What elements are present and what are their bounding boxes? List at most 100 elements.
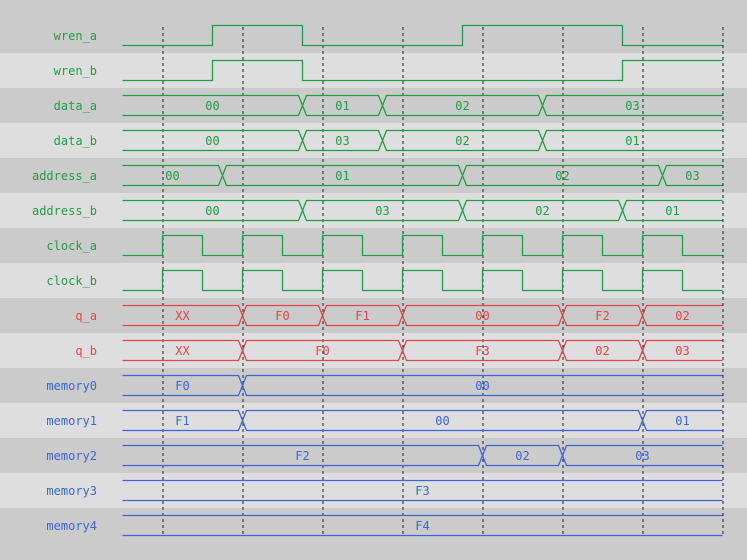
bus-segment xyxy=(221,164,464,187)
bus-segment xyxy=(301,94,384,117)
row-band xyxy=(0,228,747,263)
row-band xyxy=(0,368,747,403)
signal-memory4: memory4 F4 xyxy=(46,514,723,537)
signal-memory3: memory3 F3 xyxy=(46,479,723,502)
signal-label: q_a xyxy=(75,309,97,323)
signal-label: clock_b xyxy=(46,274,97,288)
bus-value: 01 xyxy=(665,204,679,218)
bus-segment xyxy=(122,514,723,537)
bus-value: 01 xyxy=(335,169,349,183)
bus-value: XX xyxy=(175,309,190,323)
signal-label: address_b xyxy=(32,204,97,218)
bus-value: F4 xyxy=(415,519,429,533)
bus-segment xyxy=(541,129,723,152)
bus-segment xyxy=(122,164,224,187)
bus-segment xyxy=(122,304,244,327)
bus-value: F0 xyxy=(175,379,189,393)
bus-value: 00 xyxy=(475,379,489,393)
signal-label: memory0 xyxy=(46,379,97,393)
bus-segment xyxy=(122,374,244,397)
waveform xyxy=(122,269,723,292)
signal-label: memory3 xyxy=(46,484,97,498)
row-band xyxy=(0,18,747,53)
bus-value: F2 xyxy=(595,309,609,323)
row-band xyxy=(0,333,747,368)
bus-value: F1 xyxy=(175,414,189,428)
bus-segment xyxy=(401,339,564,362)
signal-label: memory1 xyxy=(46,414,97,428)
bus-segment xyxy=(381,94,544,117)
signal-label: q_b xyxy=(75,344,97,358)
bus-value: F3 xyxy=(415,484,429,498)
bus-segment xyxy=(122,479,723,502)
bus-value: 03 xyxy=(335,134,349,148)
signal-data_a: data_a 00 01 02 03 xyxy=(54,94,723,117)
bus-segment xyxy=(122,199,304,222)
signal-clock_a: clock_a xyxy=(46,234,723,257)
waveform xyxy=(122,24,723,47)
row-band xyxy=(0,88,747,123)
bus-segment xyxy=(401,304,564,327)
bus-value: 01 xyxy=(625,134,639,148)
signal-data_b: data_b 00 03 02 01 xyxy=(54,129,723,152)
signal-label: wren_b xyxy=(54,64,97,78)
bus-segment xyxy=(241,339,404,362)
bus-value: 03 xyxy=(625,99,639,113)
bus-value: 02 xyxy=(455,134,469,148)
bus-value: 02 xyxy=(595,344,609,358)
row-band xyxy=(0,193,747,228)
bus-segment xyxy=(641,339,723,362)
waveform xyxy=(122,59,723,82)
row-band xyxy=(0,473,747,508)
bus-value: 02 xyxy=(555,169,569,183)
signal-address_b: address_b 00 03 02 01 xyxy=(32,199,723,222)
bus-segment xyxy=(122,409,244,432)
signal-label: memory2 xyxy=(46,449,97,463)
bus-value: 00 xyxy=(205,204,219,218)
row-band xyxy=(0,508,747,543)
bus-segment xyxy=(561,304,644,327)
bus-value: F3 xyxy=(475,344,489,358)
bus-value: F0 xyxy=(315,344,329,358)
bus-segment xyxy=(122,129,304,152)
bus-segment xyxy=(122,444,484,467)
bus-segment xyxy=(541,94,723,117)
bus-segment xyxy=(461,164,664,187)
signal-label: clock_a xyxy=(46,239,97,253)
bus-value: 02 xyxy=(515,449,529,463)
signal-label: data_a xyxy=(54,99,97,113)
signal-label: address_a xyxy=(32,169,97,183)
bus-segment xyxy=(301,199,464,222)
row-band xyxy=(0,53,747,88)
signal-label: wren_a xyxy=(54,29,97,43)
row-band xyxy=(0,263,747,298)
bus-segment xyxy=(461,199,624,222)
bus-segment xyxy=(321,304,404,327)
bus-value: 03 xyxy=(675,344,689,358)
signal-label: data_b xyxy=(54,134,97,148)
bus-segment xyxy=(301,129,384,152)
bus-segment xyxy=(122,339,244,362)
bus-value: 02 xyxy=(455,99,469,113)
bus-value: XX xyxy=(175,344,190,358)
signal-memory1: memory1 F1 00 01 xyxy=(46,409,723,432)
signal-memory0: memory0 F0 00 xyxy=(46,374,723,397)
bus-value: F1 xyxy=(355,309,369,323)
bus-value: 03 xyxy=(635,449,649,463)
bus-value: 00 xyxy=(435,414,449,428)
bus-value: 00 xyxy=(475,309,489,323)
bus-segment xyxy=(481,444,564,467)
signal-memory2: memory2 F2 02 03 xyxy=(46,444,723,467)
row-band xyxy=(0,123,747,158)
bus-segment xyxy=(241,374,723,397)
row-band xyxy=(0,438,747,473)
row-band xyxy=(0,298,747,333)
waveform xyxy=(122,234,723,257)
bus-value: F0 xyxy=(275,309,289,323)
bus-value: 03 xyxy=(375,204,389,218)
bus-value: 00 xyxy=(205,134,219,148)
bus-value: F2 xyxy=(295,449,309,463)
bus-segment xyxy=(122,94,304,117)
bus-value: 01 xyxy=(335,99,349,113)
